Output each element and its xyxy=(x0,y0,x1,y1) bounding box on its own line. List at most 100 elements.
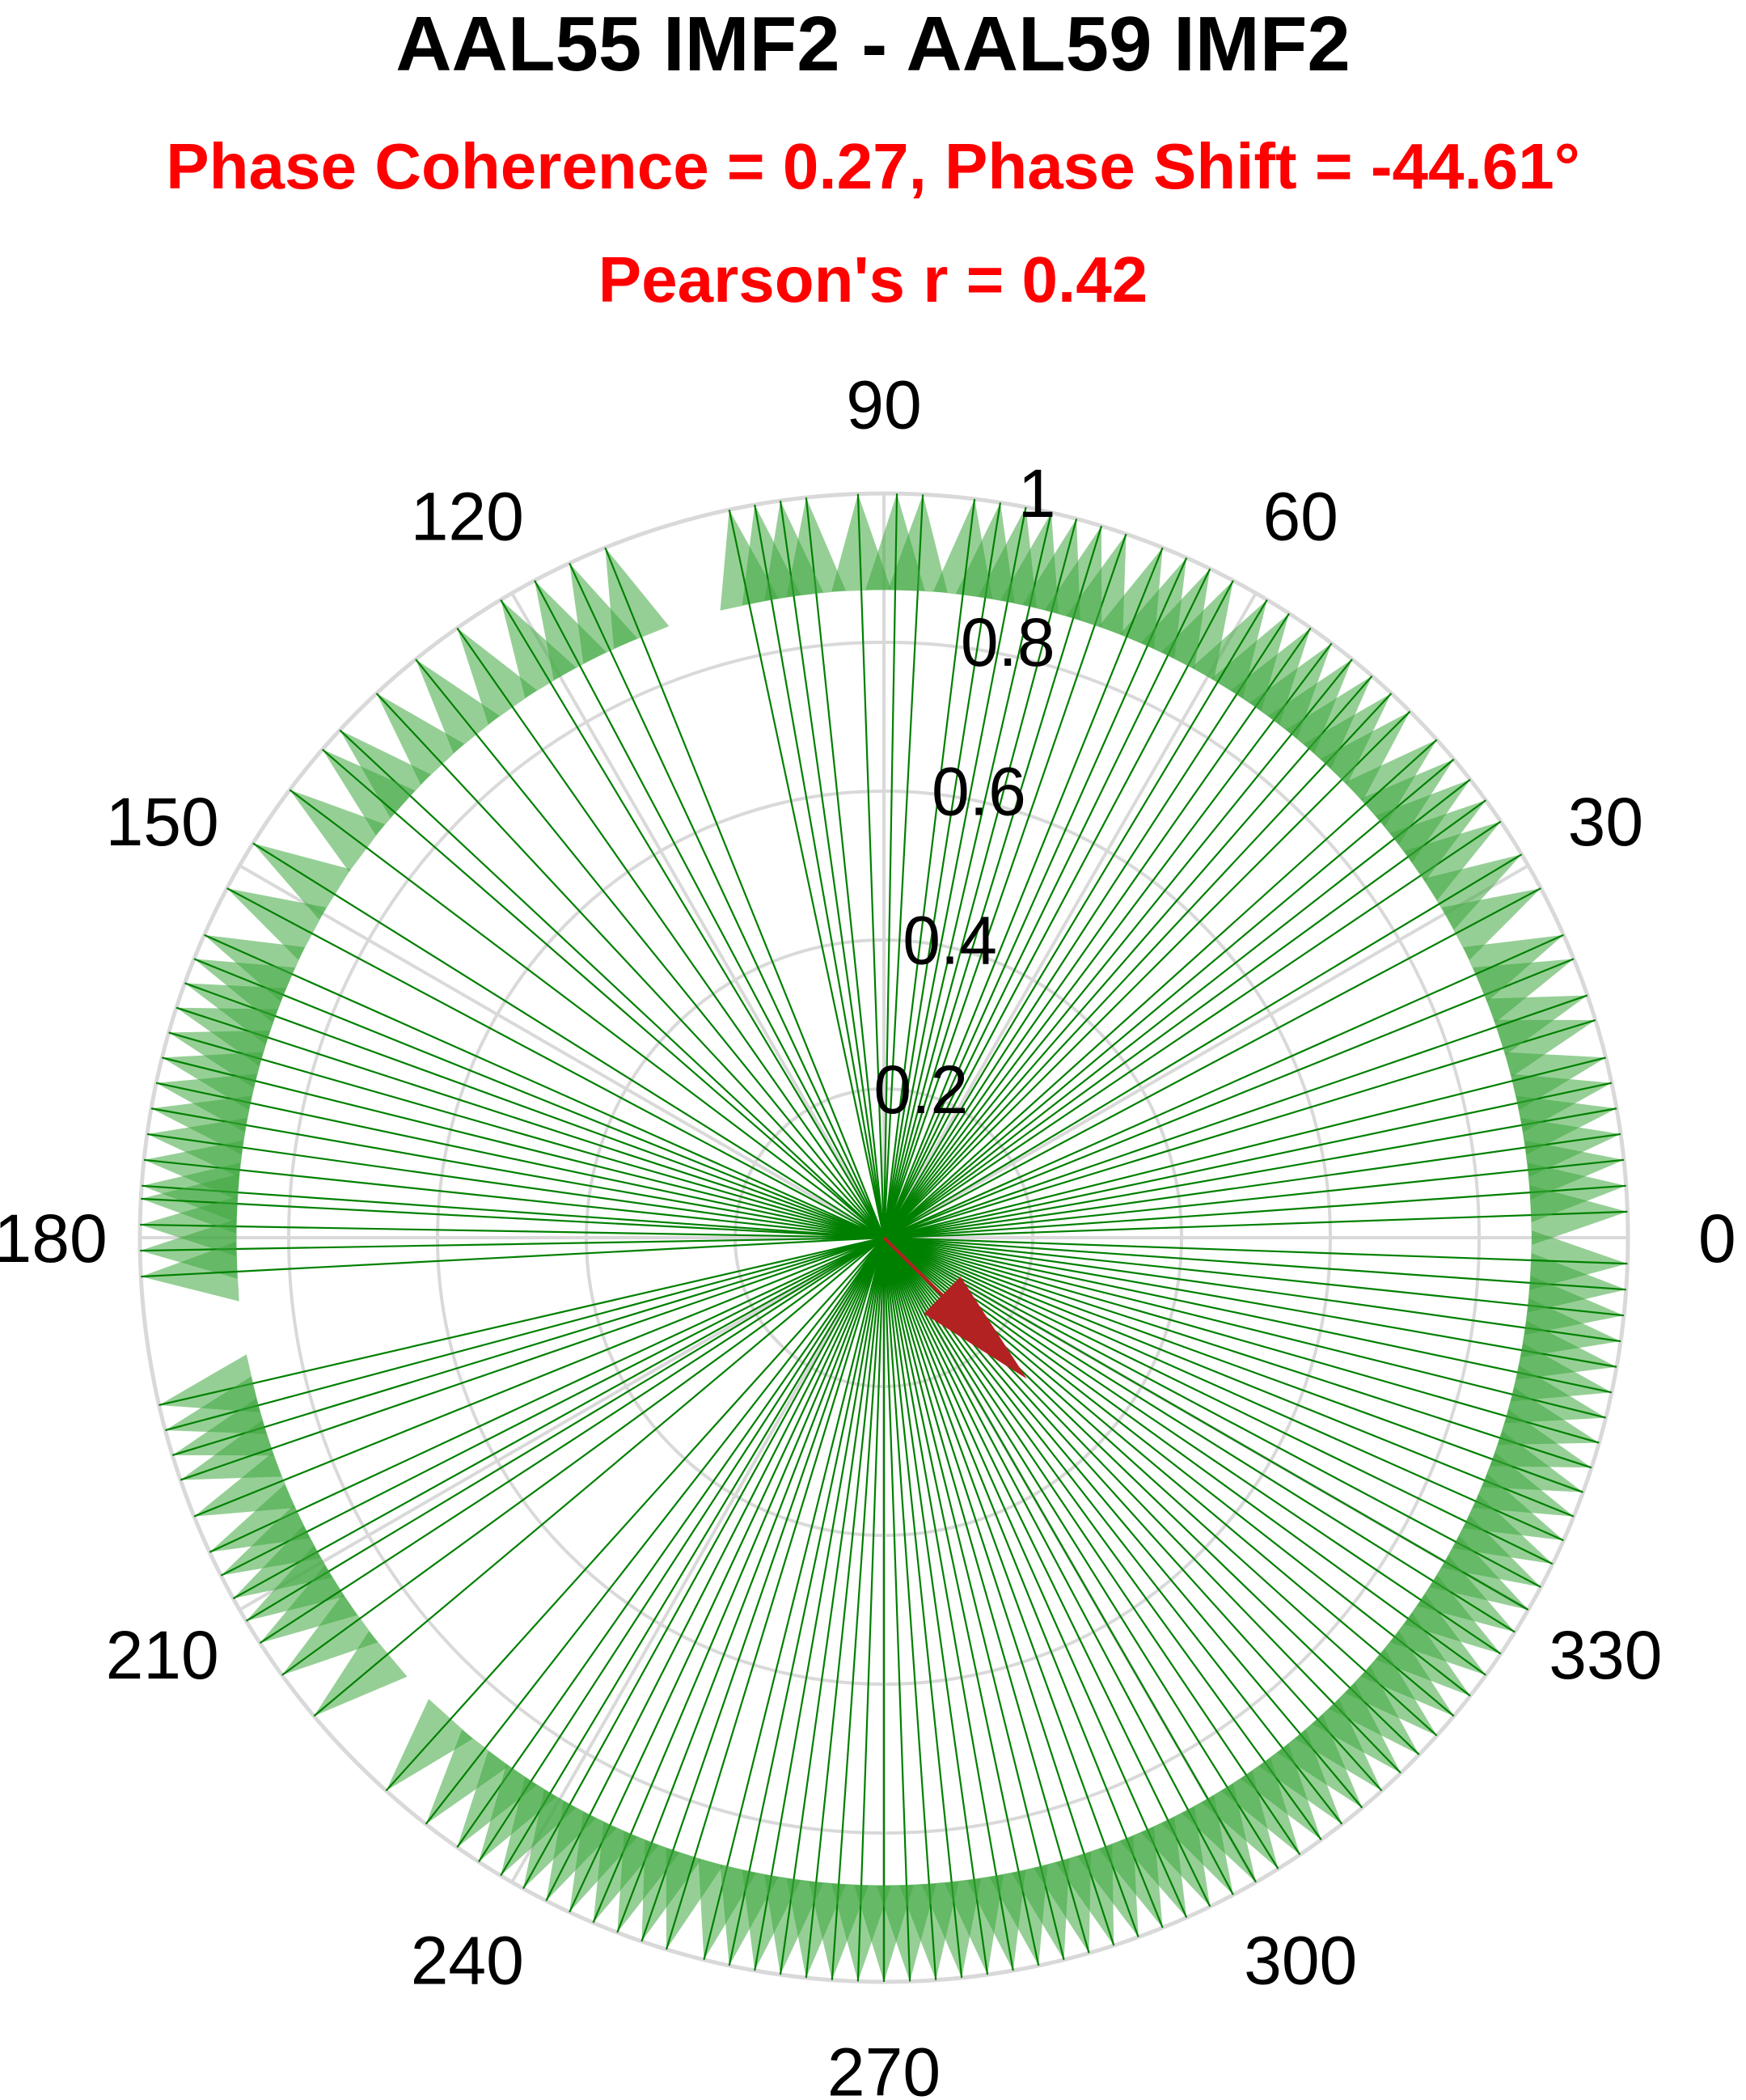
phase-vector-head xyxy=(1221,1757,1300,1855)
phase-vector-shaft xyxy=(640,1237,886,1942)
phase-vector-shaft xyxy=(883,580,1234,1238)
mean-phase-vector xyxy=(882,1236,1027,1379)
grid-spoke-240 xyxy=(510,1237,886,1883)
phase-vector-shaft xyxy=(883,1237,1502,1655)
phase-vector-head xyxy=(933,498,993,599)
phase-vector-shaft xyxy=(883,1236,1628,1265)
phase-vector-shaft xyxy=(805,497,886,1238)
phase-vector-shaft xyxy=(883,612,1290,1238)
phase-vectors xyxy=(140,493,1628,1982)
phase-vector-shaft xyxy=(882,1237,911,1982)
phase-vector xyxy=(883,1237,1257,1883)
phase-vector-shaft xyxy=(321,748,885,1238)
phase-vector xyxy=(883,1237,1279,1869)
phase-vector-shaft xyxy=(143,1158,885,1239)
phase-vector-shaft xyxy=(882,1237,937,1980)
phase-vector xyxy=(883,1052,1606,1239)
phase-vector xyxy=(882,498,993,1238)
phase-vector xyxy=(321,748,885,1238)
phase-vector-shaft xyxy=(209,1237,885,1553)
phase-vector-shaft xyxy=(882,1237,1014,1971)
phase-vector-shaft xyxy=(162,1056,885,1239)
chart-subtitle-phase: Phase Coherence = 0.27, Phase Shift = -4… xyxy=(166,130,1580,202)
phase-vector-shaft xyxy=(882,1237,1164,1929)
radial-tick-label-0.6: 0.6 xyxy=(932,753,1026,829)
phase-vector-shaft xyxy=(883,1236,1621,1343)
phase-vector-shaft xyxy=(883,1236,1592,1469)
phase-vector xyxy=(425,1237,885,1825)
phase-vector-shaft xyxy=(779,1237,886,1975)
phase-vector-shaft xyxy=(882,1237,1065,1960)
phase-vector-shaft xyxy=(883,1107,1617,1239)
phase-vector-head xyxy=(141,1242,239,1302)
phase-vector-head xyxy=(1240,1743,1321,1840)
chart-subtitle-pearson: Pearson's r = 0.42 xyxy=(598,243,1148,315)
phase-vector-shaft xyxy=(281,1237,885,1676)
phase-vector xyxy=(415,658,885,1238)
phase-vector-shaft xyxy=(545,1237,885,1902)
phase-vector xyxy=(831,493,891,1238)
phase-vector-shaft xyxy=(883,1237,1554,1565)
phase-vector-shaft xyxy=(883,1236,1613,1394)
phase-vector-shaft xyxy=(522,1237,885,1890)
phase-vector-shaft xyxy=(883,599,1268,1238)
phase-vector-shaft xyxy=(500,599,885,1238)
phase-vector xyxy=(252,842,885,1238)
phase-vector-shaft xyxy=(232,1237,885,1599)
phase-vector-shaft xyxy=(193,958,885,1239)
phase-vector-shaft xyxy=(245,1237,885,1622)
phase-vector-shaft xyxy=(703,1237,886,1960)
phase-vector-shaft xyxy=(259,1237,885,1644)
phase-vector xyxy=(180,1236,885,1481)
phase-vector-shaft xyxy=(754,504,886,1238)
phase-vector xyxy=(883,739,1438,1238)
phase-vector xyxy=(140,1219,885,1279)
phase-vector-shaft xyxy=(456,1237,885,1848)
phase-vector xyxy=(226,887,885,1238)
phase-vector-head xyxy=(314,1631,408,1717)
radial-tick-label-1: 1 xyxy=(1018,455,1056,531)
mean-vector-head xyxy=(924,1277,1027,1379)
phase-vector-shaft xyxy=(883,1237,1211,1907)
angle-tick-label-0: 0 xyxy=(1698,1200,1736,1277)
phase-vector xyxy=(786,1237,886,1979)
phase-vector-shaft xyxy=(882,506,1027,1238)
phase-vector-shaft xyxy=(882,1237,1188,1918)
phase-vector-shaft xyxy=(883,710,1411,1238)
grid-spoke-210 xyxy=(239,1236,885,1611)
phase-vector xyxy=(150,1095,885,1239)
phase-vector-head xyxy=(1486,995,1587,1056)
phase-vector xyxy=(883,799,1486,1238)
phase-vector-shaft xyxy=(882,533,1127,1238)
phase-vector-shaft xyxy=(171,1236,885,1457)
phase-vector-shaft xyxy=(882,519,1078,1238)
phase-vector-head xyxy=(1504,1052,1606,1111)
chart-title: AAL55 IMF2 - AAL59 IMF2 xyxy=(395,1,1351,87)
phase-vector-shaft xyxy=(184,982,885,1239)
phase-vector-shaft xyxy=(415,658,885,1238)
phase-vector-shaft xyxy=(665,1237,886,1950)
phase-vector-shaft xyxy=(883,1236,1606,1419)
phase-vector-shaft xyxy=(883,1236,1600,1444)
phase-vector-shaft xyxy=(883,1236,1626,1291)
angle-tick-label-90: 90 xyxy=(846,367,921,443)
phase-vector-shaft xyxy=(375,692,885,1238)
phase-vector-shaft xyxy=(193,1236,885,1518)
phase-vector-shaft xyxy=(883,799,1486,1238)
phase-vector-shaft xyxy=(882,493,898,1238)
phase-vector-shaft xyxy=(883,1236,1575,1518)
phase-vector-shaft xyxy=(883,739,1438,1238)
phase-vector-shaft xyxy=(175,1006,885,1239)
phase-vector-shaft xyxy=(180,1236,885,1481)
phase-vector-head xyxy=(226,888,327,960)
phase-vector xyxy=(281,1237,885,1676)
phase-vector-shaft xyxy=(883,1133,1621,1239)
phase-vector-shaft xyxy=(883,692,1393,1238)
phase-vector-shaft xyxy=(856,493,886,1238)
phase-vector-shaft xyxy=(883,934,1564,1239)
phase-vector-shaft xyxy=(728,509,886,1238)
phase-vector-shaft xyxy=(883,1056,1606,1239)
angle-tick-label-60: 60 xyxy=(1262,479,1338,555)
phase-vector-head xyxy=(1201,1771,1279,1869)
phase-vector xyxy=(456,627,885,1238)
